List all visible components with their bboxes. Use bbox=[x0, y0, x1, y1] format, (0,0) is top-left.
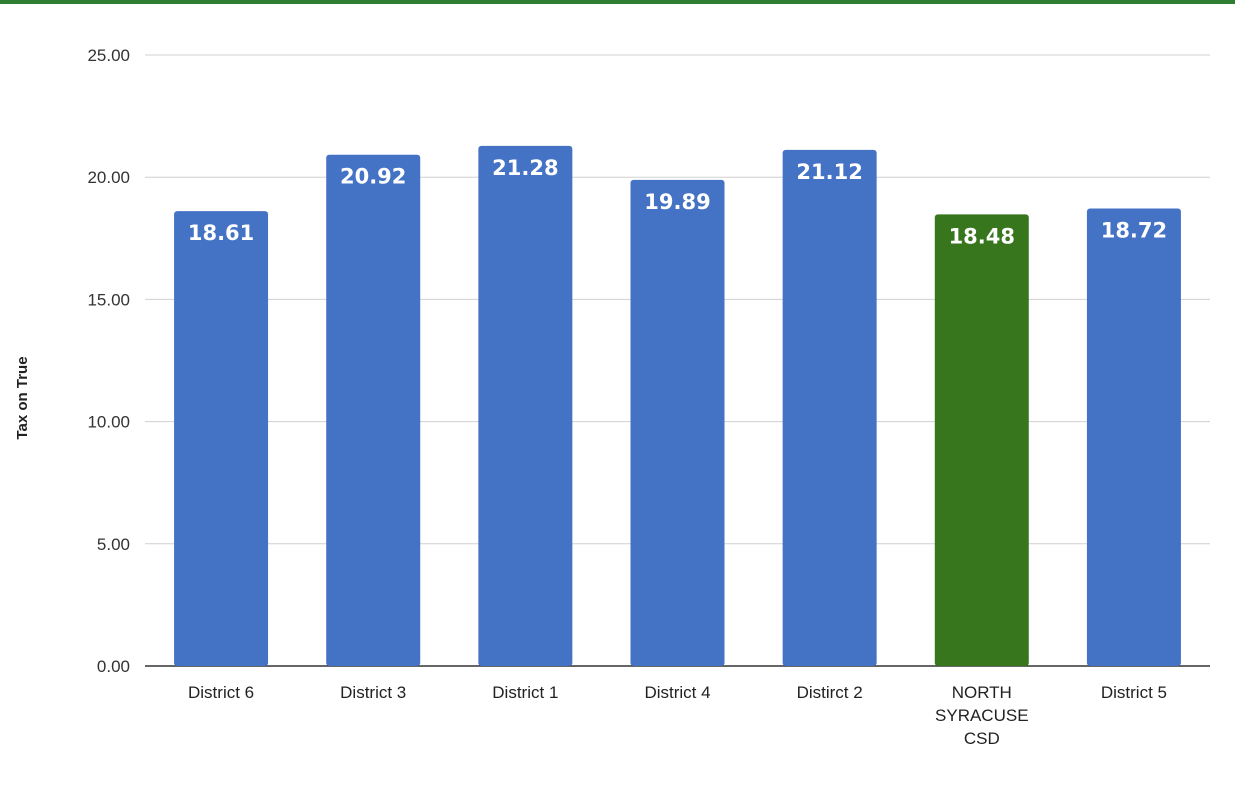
y-axis-label: Tax on True bbox=[14, 356, 31, 439]
data-label: 19.89 bbox=[644, 190, 710, 214]
y-tick-label: 10.00 bbox=[87, 413, 130, 432]
data-label: 18.61 bbox=[188, 221, 254, 245]
bar bbox=[1086, 208, 1181, 666]
bar bbox=[782, 149, 877, 666]
data-label: 20.92 bbox=[340, 165, 406, 189]
data-label: 21.12 bbox=[796, 160, 862, 184]
bar bbox=[478, 145, 573, 666]
y-tick-label: 25.00 bbox=[87, 46, 130, 65]
x-tick-label: District 4 bbox=[644, 683, 710, 702]
y-tick-label: 20.00 bbox=[87, 168, 130, 187]
bar bbox=[630, 179, 725, 666]
y-tick-label: 0.00 bbox=[97, 657, 130, 676]
data-label: 21.28 bbox=[492, 156, 558, 180]
x-tick-label: NORTH SYRACUSE CSD bbox=[935, 683, 1029, 748]
x-tick-label: District 1 bbox=[492, 683, 558, 702]
x-tick-label: District 5 bbox=[1101, 683, 1167, 702]
data-label: 18.48 bbox=[949, 224, 1015, 248]
data-label: 18.72 bbox=[1101, 218, 1167, 242]
bar bbox=[174, 211, 269, 666]
x-tick-label: Distirct 2 bbox=[797, 683, 863, 702]
top-border bbox=[0, 0, 1235, 4]
bar bbox=[326, 154, 421, 666]
y-tick-label: 5.00 bbox=[97, 535, 130, 554]
x-tick-label: District 3 bbox=[340, 683, 406, 702]
y-tick-label: 15.00 bbox=[87, 290, 130, 309]
x-tick-label: District 6 bbox=[188, 683, 254, 702]
bar bbox=[934, 214, 1029, 666]
